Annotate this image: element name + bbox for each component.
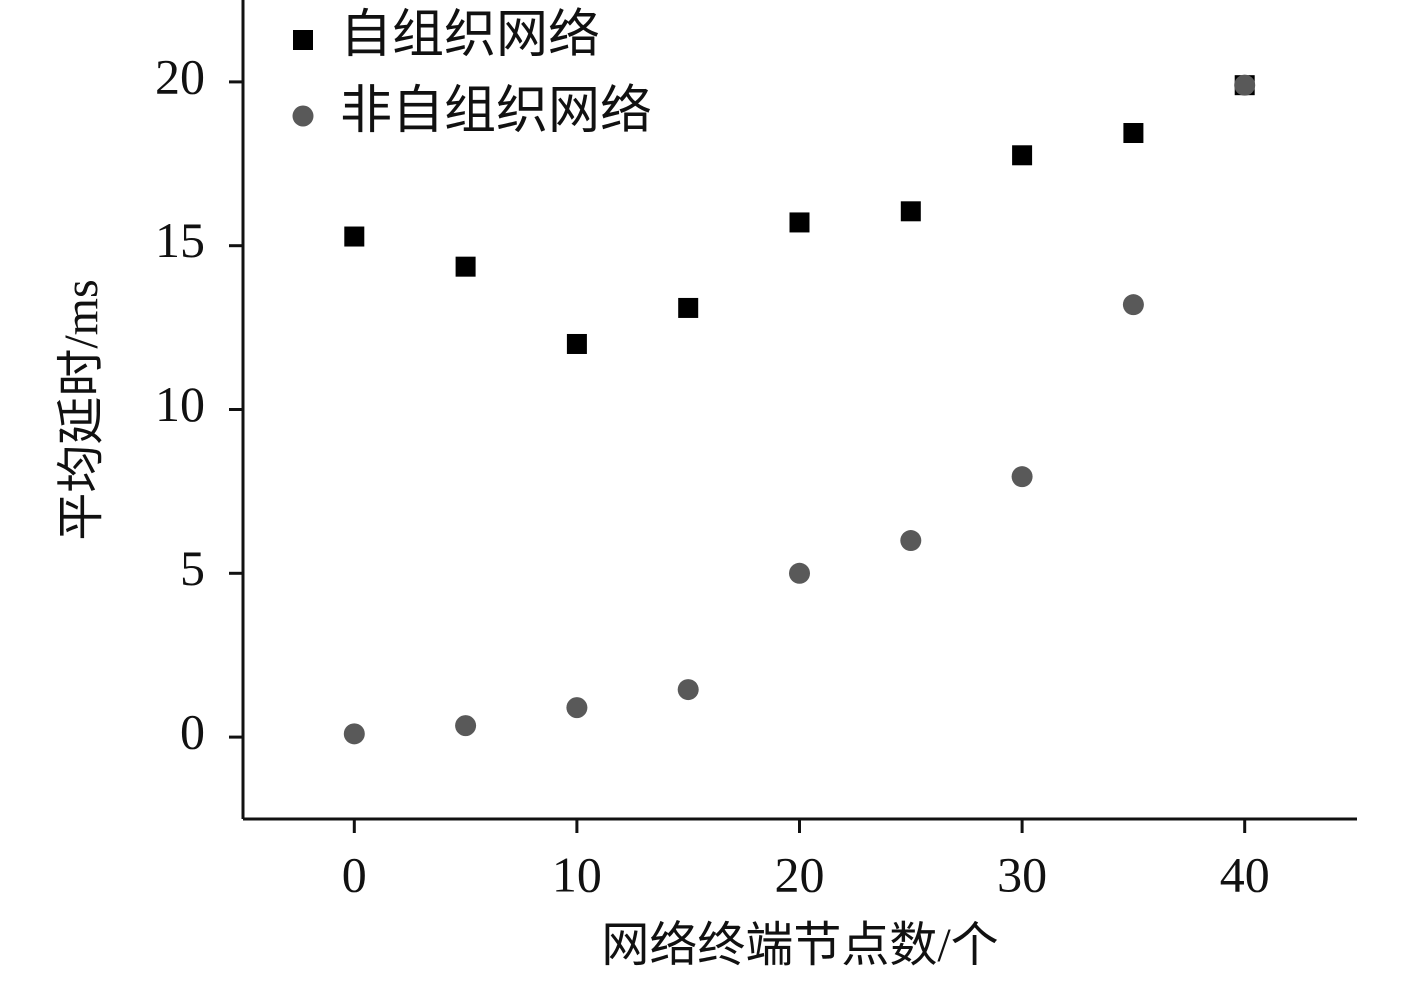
- y-axis-title: 平均延时/ms: [55, 279, 108, 540]
- x-tick-label: 10: [552, 846, 602, 902]
- point: [1234, 74, 1256, 96]
- point: [344, 226, 365, 247]
- point: [789, 212, 810, 233]
- legend-marker: [293, 30, 313, 50]
- point: [1011, 466, 1033, 488]
- y-tick-label: 10: [155, 376, 205, 432]
- x-tick-label: 20: [775, 846, 825, 902]
- point: [343, 723, 365, 745]
- legend-label: 非自组织网络: [340, 83, 652, 140]
- point: [900, 201, 921, 222]
- point: [455, 256, 476, 277]
- point: [900, 530, 922, 552]
- legend-label: 自组织网络: [340, 7, 600, 64]
- point: [677, 679, 699, 701]
- x-tick-label: 30: [997, 846, 1047, 902]
- x-tick-label: 0: [342, 846, 367, 902]
- legend-marker: [292, 105, 314, 127]
- point: [678, 297, 699, 318]
- point: [1123, 123, 1144, 144]
- point: [1122, 294, 1144, 316]
- y-tick-label: 20: [155, 48, 205, 104]
- point: [1012, 145, 1033, 166]
- point: [566, 333, 587, 354]
- y-tick-label: 0: [180, 704, 205, 760]
- x-axis-title: 网络终端节点数/个: [601, 919, 998, 972]
- x-tick-label: 40: [1220, 846, 1270, 902]
- y-tick-label: 15: [155, 212, 205, 268]
- point: [566, 697, 588, 719]
- point: [455, 715, 477, 737]
- y-tick-label: 5: [180, 540, 205, 596]
- point: [789, 562, 810, 584]
